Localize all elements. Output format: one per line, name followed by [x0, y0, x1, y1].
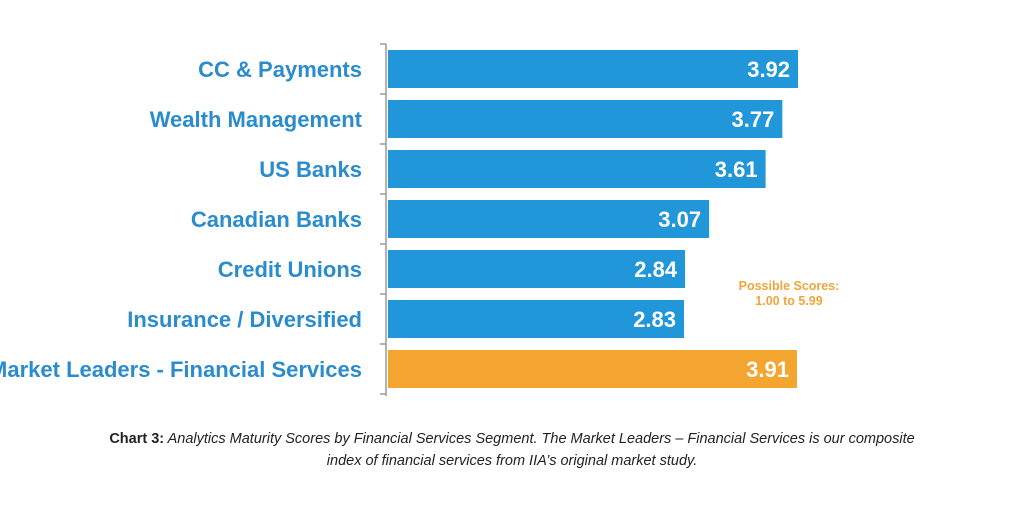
bars-group — [388, 50, 799, 388]
value-label-3: 3.07 — [658, 207, 701, 232]
bar-chart: CC & Payments Wealth Management US Banks Ca… — [0, 43, 840, 396]
value-label-2: 3.61 — [715, 157, 758, 182]
caption-line1: Analytics Maturity Scores by Financial S… — [164, 431, 915, 447]
category-label-4: Credit Unions — [218, 257, 362, 282]
bar-2 — [388, 150, 766, 188]
category-label-3: Canadian Banks — [191, 207, 362, 232]
value-label-6: 3.91 — [746, 357, 789, 382]
category-label-2: US Banks — [259, 157, 362, 182]
caption-line2: index of financial services from IIA’s o… — [326, 453, 698, 469]
bar-3 — [388, 200, 710, 238]
value-label-5: 2.83 — [633, 307, 676, 332]
value-label-0: 3.92 — [747, 57, 790, 82]
possible-scores-note-line2: 1.00 to 5.99 — [755, 294, 822, 308]
bar-4 — [388, 250, 686, 288]
category-label-1: Wealth Management — [150, 107, 363, 132]
chart-caption: Chart 3: Analytics Maturity Scores by Fi… — [40, 428, 984, 472]
possible-scores-note-line1: Possible Scores: — [739, 279, 840, 293]
y-axis-ticks — [380, 43, 386, 395]
bar-6 — [388, 350, 797, 388]
value-label-4: 2.84 — [634, 257, 678, 282]
value-label-1: 3.77 — [732, 107, 775, 132]
category-label-5: Insurance / Diversified — [127, 307, 362, 332]
bar-5 — [388, 300, 685, 338]
value-labels: 3.92 3.77 3.61 3.07 2.84 2.83 3.91 — [633, 57, 790, 382]
bar-0 — [388, 50, 799, 88]
category-label-6: Market Leaders - Financial Services — [0, 357, 362, 382]
bar-1 — [388, 100, 783, 138]
category-labels: CC & Payments Wealth Management US Banks Ca… — [0, 57, 363, 382]
caption-lead: Chart 3: — [109, 431, 165, 447]
category-label-0: CC & Payments — [198, 57, 362, 82]
